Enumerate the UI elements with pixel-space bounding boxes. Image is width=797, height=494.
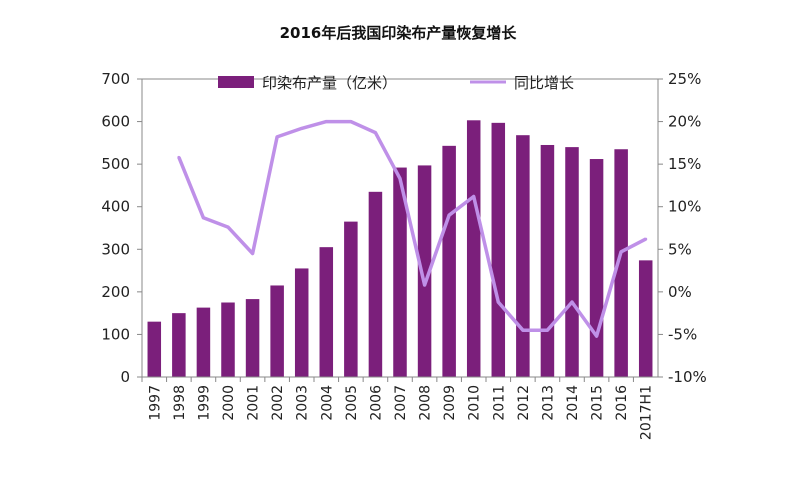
bar-series — [147, 120, 653, 378]
legend-bar-swatch — [218, 76, 254, 88]
left-tick-label: 500 — [101, 155, 130, 173]
right-tick-label: 15% — [668, 155, 701, 173]
left-tick-label: 400 — [101, 198, 130, 216]
x-axis: 1997 1998 1999 2000 2001 2002 2003 2004 2005 2006… — [141, 376, 658, 440]
bar — [172, 313, 186, 377]
bar — [565, 147, 579, 377]
x-tick-label: 2017H1 — [639, 385, 655, 440]
line-point — [595, 334, 599, 338]
bar — [417, 165, 432, 377]
bar — [294, 268, 309, 377]
line-series — [177, 119, 648, 338]
right-tick-label: -5% — [668, 325, 697, 343]
x-tick-label: 2001 — [246, 385, 262, 421]
x-tick-label: 1997 — [147, 385, 163, 421]
line-point — [619, 250, 623, 254]
x-tick-label: 2000 — [221, 385, 237, 421]
left-tick-label: 700 — [101, 70, 130, 88]
bar — [196, 307, 211, 377]
line-point — [472, 194, 476, 198]
bar — [540, 144, 555, 377]
bar — [516, 135, 530, 377]
x-tick-label: 2003 — [295, 385, 311, 421]
legend: 印染布产量（亿米） 同比增长 — [218, 74, 574, 92]
line-point — [177, 155, 181, 159]
bar — [393, 167, 407, 377]
x-tick-label: 2011 — [491, 385, 507, 421]
line-point — [423, 283, 427, 287]
left-tick-label: 600 — [101, 113, 130, 131]
x-tick-label: 2004 — [319, 385, 335, 421]
right-tick-label: -10% — [668, 368, 707, 386]
line-point — [275, 135, 279, 139]
right-axis: 25% 20% 15% 10% 5% 0% -5% -10% — [658, 70, 707, 386]
line-point — [447, 213, 451, 217]
right-tick-label: 25% — [668, 70, 701, 88]
x-tick-label: 2002 — [270, 385, 286, 421]
bar — [147, 321, 162, 377]
bar — [368, 191, 383, 377]
x-tick-label: 2005 — [344, 385, 360, 421]
bar — [319, 247, 334, 377]
bar — [466, 120, 481, 378]
bar — [614, 149, 628, 377]
chart-title: 2016年后我国印染布产量恢复增长 — [280, 24, 518, 42]
line-point — [521, 328, 525, 332]
x-tick-label: 2007 — [393, 385, 409, 421]
left-axis: 0 100 200 300 400 500 600 700 — [101, 70, 142, 386]
line-point — [349, 120, 353, 124]
line-point — [324, 120, 328, 124]
left-tick-label: 0 — [120, 368, 130, 386]
right-tick-label: 0% — [668, 283, 692, 301]
bar — [344, 221, 358, 377]
legend-line-label: 同比增长 — [514, 74, 574, 92]
left-tick-label: 100 — [101, 325, 130, 343]
right-tick-label: 20% — [668, 113, 701, 131]
line-point — [226, 225, 230, 229]
bar — [491, 122, 506, 377]
right-tick-label: 5% — [668, 240, 692, 258]
left-tick-label: 200 — [101, 283, 130, 301]
bar — [442, 145, 456, 377]
x-tick-label: 2010 — [467, 385, 483, 421]
x-tick-label: 2016 — [614, 385, 630, 421]
left-tick-label: 300 — [101, 240, 130, 258]
bar — [638, 260, 653, 377]
bar — [589, 159, 604, 377]
x-tick-label: 1999 — [196, 385, 212, 421]
growth-line — [177, 119, 647, 338]
line-point — [545, 328, 549, 332]
x-tick-label: 2012 — [516, 385, 532, 421]
x-tick-label: 2006 — [368, 385, 384, 421]
right-tick-label: 10% — [668, 198, 701, 216]
x-tick-label: 2009 — [442, 385, 458, 421]
x-tick-label: 2008 — [418, 385, 434, 421]
line-point — [251, 252, 255, 256]
line-point — [398, 177, 402, 181]
bar — [221, 302, 235, 377]
line-point — [300, 126, 304, 130]
x-tick-label: 1998 — [172, 385, 188, 421]
bar — [270, 285, 284, 377]
legend-bar-label: 印染布产量（亿米） — [262, 74, 397, 92]
line-point — [201, 216, 205, 220]
x-tick-label: 2015 — [590, 385, 606, 421]
x-tick-label: 2014 — [565, 385, 581, 421]
line-point — [496, 300, 500, 304]
x-tick-label: 2013 — [540, 385, 556, 421]
line-point — [570, 300, 574, 304]
line-point — [644, 237, 648, 241]
line-point — [373, 131, 377, 135]
bar — [245, 299, 260, 377]
